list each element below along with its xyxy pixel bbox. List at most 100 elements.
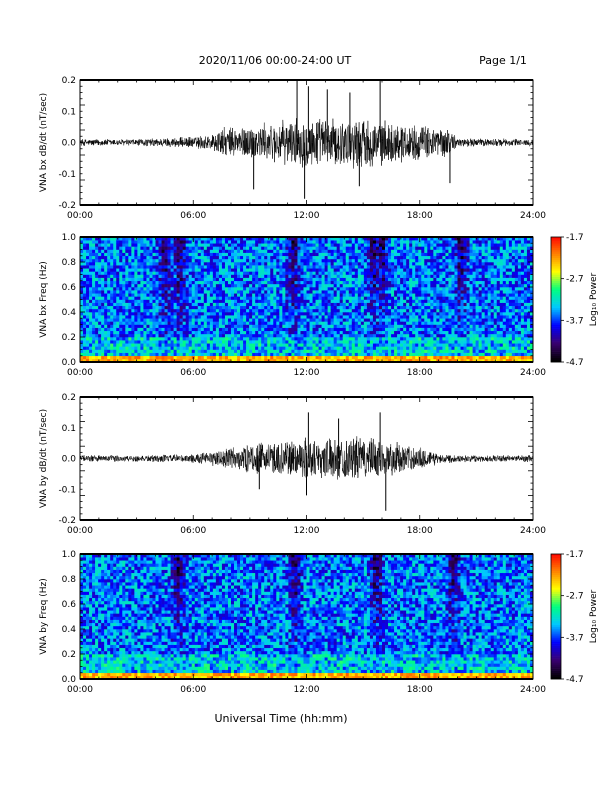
spectrogram-cell — [86, 290, 90, 294]
spectrogram-cell — [354, 290, 359, 294]
spectrogram-cell — [215, 333, 220, 338]
spectrogram-cell — [330, 249, 334, 253]
spectrogram-cell — [104, 293, 108, 297]
spectrogram-cell — [427, 265, 431, 269]
spectrogram-cell — [255, 262, 259, 266]
spectrogram-cell — [101, 262, 105, 266]
spectrogram-cell — [128, 302, 132, 307]
spectrogram-cell — [415, 315, 419, 319]
spectrogram-cell — [294, 271, 298, 275]
spectrogram-cell — [143, 333, 147, 338]
spectrogram-cell — [86, 280, 90, 285]
spectrogram-cell — [285, 277, 289, 282]
spectrogram-cell — [412, 340, 416, 344]
spectrogram-cell — [378, 252, 383, 257]
spectrogram-cell — [80, 308, 84, 313]
spectrogram-cell — [252, 293, 256, 297]
spectrogram-cell — [357, 327, 362, 332]
spectrogram-cell — [92, 302, 96, 307]
spectrogram-cell — [372, 318, 377, 322]
spectrogram-cell — [234, 274, 238, 278]
spectrogram-cell — [375, 321, 380, 325]
spectrogram-cell — [227, 346, 232, 350]
spectrogram-cell — [282, 305, 286, 310]
spectrogram-cell — [285, 308, 289, 313]
spectrogram-cell — [418, 277, 422, 282]
spectrogram-cell — [182, 249, 186, 253]
spectrogram-cell — [372, 340, 377, 344]
spectrogram-cell — [403, 252, 407, 257]
spectrogram-cell — [279, 349, 283, 353]
spectrogram-cell — [179, 315, 183, 319]
spectrogram-cell — [231, 349, 235, 353]
spectrogram-cell — [101, 296, 105, 300]
spectrogram-cell — [297, 252, 301, 257]
spectrogram-cell — [421, 268, 425, 272]
spectrogram-cell — [240, 293, 244, 297]
spectrogram-cell — [149, 280, 153, 285]
spectrogram-cell — [324, 255, 328, 260]
spectrogram-cell — [110, 358, 114, 363]
spectrogram-cell — [279, 312, 283, 316]
spectrogram-cell — [98, 296, 102, 300]
spectrogram-cell — [318, 308, 322, 313]
spectrogram-cell — [294, 299, 298, 303]
spectrogram-cell — [342, 277, 347, 282]
spectrogram-cell — [110, 271, 114, 275]
spectrogram-cell — [333, 321, 337, 325]
spectrogram-cell — [221, 280, 226, 285]
spectrogram-cell — [442, 343, 446, 347]
spectrogram-cell — [306, 262, 310, 266]
spectrogram-cell — [83, 352, 87, 357]
spectrogram-cell — [388, 315, 392, 319]
spectrogram-cell — [246, 277, 250, 282]
spectrogram-cell — [258, 355, 262, 360]
spectrogram-cell — [276, 243, 280, 247]
spectrogram-cell — [439, 355, 443, 360]
spectrogram-cell — [400, 296, 404, 300]
spectrogram-cell — [164, 327, 168, 332]
spectrogram-cell — [125, 280, 129, 285]
spectrogram-cell — [161, 343, 165, 347]
spectrogram-cell — [107, 358, 111, 363]
spectrogram-cell — [143, 255, 147, 260]
spectrogram-cell — [363, 321, 368, 325]
spectrogram-cell — [400, 318, 404, 322]
spectrogram-cell — [279, 268, 283, 272]
spectrogram-cell — [209, 315, 214, 319]
spectrogram-cell — [224, 349, 229, 353]
spectrogram-cell — [433, 346, 437, 350]
spectrogram-cell — [83, 308, 87, 313]
spectrogram-cell — [218, 252, 223, 257]
spectrogram-cell — [306, 315, 310, 319]
spectrogram-cell — [369, 290, 374, 294]
spectrogram-cell — [110, 349, 114, 353]
spectrogram-cell — [255, 318, 259, 322]
spectrogram-cell — [240, 258, 244, 263]
spectrogram-cell — [436, 246, 440, 250]
spectrogram-cell — [421, 346, 425, 350]
spectrogram-cell — [164, 324, 168, 328]
spectrogram-cell — [291, 277, 295, 282]
spectrogram-cell — [415, 327, 419, 332]
spectrogram-cell — [258, 315, 262, 319]
spectrogram-cell — [252, 268, 256, 272]
spectrogram-cell — [152, 249, 156, 253]
spectrogram-cell — [261, 280, 265, 285]
spectrogram-cell — [188, 349, 193, 353]
spectrogram-cell — [397, 255, 401, 260]
spectrogram-cell — [212, 271, 217, 275]
spectrogram-cell — [122, 358, 126, 363]
spectrogram-cell — [182, 343, 186, 347]
spectrogram-cell — [321, 321, 325, 325]
spectrogram-cell — [237, 358, 241, 363]
spectrogram-cell — [224, 237, 229, 241]
spectrogram-cell — [436, 240, 440, 244]
spectrogram-cell — [318, 243, 322, 247]
spectrogram-cell — [246, 330, 250, 335]
spectrogram-cell — [152, 312, 156, 316]
spectrogram-cell — [227, 302, 232, 307]
spectrogram-cell — [101, 287, 105, 291]
spectrogram-cell — [339, 243, 344, 247]
spectrogram-cell — [158, 280, 162, 285]
